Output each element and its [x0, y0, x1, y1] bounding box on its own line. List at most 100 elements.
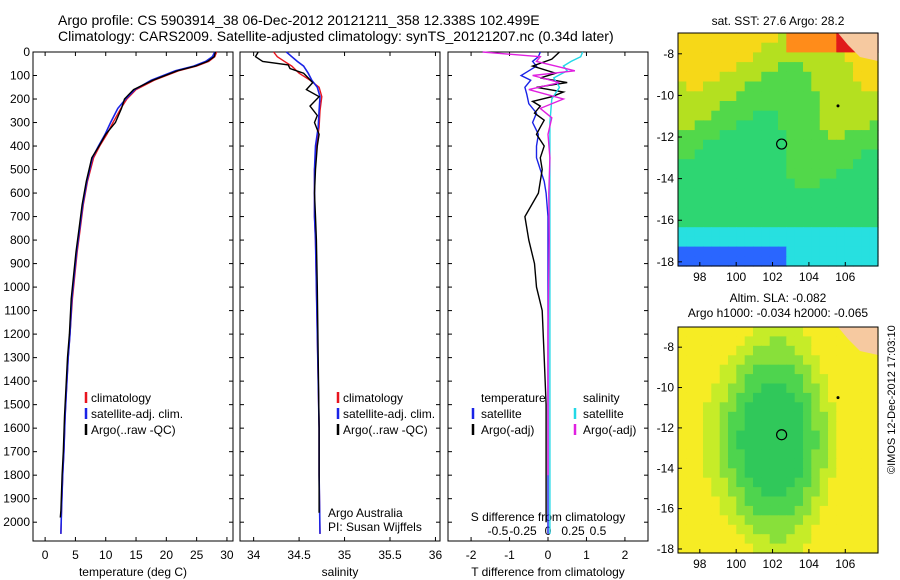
- x-tick-label: 100: [726, 557, 746, 571]
- map-cell: [861, 458, 871, 469]
- map-cell: [703, 327, 712, 337]
- map-cell: [794, 374, 804, 385]
- map-cell: [753, 449, 762, 460]
- map-cell: [769, 496, 779, 507]
- map-cell: [703, 91, 712, 102]
- map-cell: [686, 227, 696, 238]
- map-cell: [744, 411, 754, 422]
- map-cell: [803, 364, 812, 375]
- map-cell: [869, 355, 879, 366]
- legend-header: temperature: [481, 391, 546, 405]
- map-cell: [769, 149, 779, 160]
- map-cell: [744, 149, 754, 160]
- map-cell: [778, 42, 787, 53]
- map-cell: [853, 364, 862, 375]
- map-cell: [844, 149, 854, 160]
- map-cell: [678, 52, 687, 63]
- map-cell: [836, 256, 846, 267]
- map-cell: [811, 159, 821, 170]
- map-cell: [686, 383, 696, 394]
- map-cell: [828, 188, 837, 199]
- map-cell: [786, 543, 796, 554]
- map-cell: [753, 411, 762, 422]
- map-cell: [769, 101, 779, 112]
- map-cell: [711, 101, 721, 112]
- y-tick-label: -8: [663, 340, 674, 354]
- map-cell: [836, 130, 846, 141]
- map-cell: [761, 515, 771, 526]
- map-cell: [786, 468, 796, 479]
- panel-frame: [32, 51, 234, 542]
- map-cell: [861, 383, 871, 394]
- map-cell: [753, 101, 762, 112]
- map-cell: [778, 392, 787, 403]
- map-cell: [836, 355, 846, 366]
- map-cell: [836, 515, 846, 526]
- x-tick-label: 15: [129, 548, 143, 562]
- map-cell: [711, 188, 721, 199]
- legend-label: satellite-adj. clim.: [343, 407, 435, 421]
- map-cell: [811, 468, 821, 479]
- map-cell: [819, 383, 829, 394]
- map-cell: [803, 236, 812, 248]
- map-cell: [836, 149, 846, 160]
- map-cell: [711, 515, 721, 526]
- land-patch: [838, 33, 878, 61]
- map-cell: [811, 130, 821, 141]
- map-cell: [703, 52, 712, 63]
- map-cell: [703, 411, 712, 422]
- map-cell: [803, 246, 812, 257]
- map-cell: [694, 101, 704, 112]
- map-cell: [803, 345, 812, 356]
- map-cell: [678, 524, 687, 535]
- map-cell: [853, 440, 862, 450]
- map-cell: [869, 110, 879, 121]
- map-cell: [819, 81, 829, 92]
- map-cell: [844, 198, 854, 209]
- map-cell: [694, 207, 704, 219]
- map-cell: [794, 217, 804, 228]
- x-tick-label: 0: [42, 548, 49, 562]
- map-cell: [736, 402, 746, 413]
- map-cell: [719, 440, 729, 450]
- map-cell: [703, 440, 712, 450]
- map-cell: [811, 227, 821, 238]
- map-cell: [819, 236, 829, 248]
- map-cell: [753, 168, 762, 180]
- map-cell: [811, 374, 821, 385]
- map-cell: [811, 449, 821, 460]
- map-cell: [728, 505, 737, 516]
- map-cell: [778, 430, 787, 441]
- map-cell: [778, 327, 787, 337]
- x-tick-label: 100: [726, 270, 746, 284]
- map-cell: [844, 227, 854, 238]
- map-cell: [694, 198, 704, 209]
- map-cell: [844, 402, 854, 413]
- map-cell: [811, 256, 821, 267]
- map-cell: [819, 487, 829, 498]
- x-axis-label: temperature (deg C): [79, 565, 187, 579]
- map-cell: [869, 392, 879, 403]
- map-cell: [778, 110, 787, 121]
- map-cell: [803, 130, 812, 141]
- map-cell: [844, 120, 854, 131]
- map-cell: [778, 374, 787, 385]
- y-tick-label: 900: [10, 257, 30, 271]
- map-cell: [819, 256, 829, 267]
- map-cell: [686, 110, 696, 121]
- map-cell: [861, 149, 871, 160]
- map-cell: [744, 178, 754, 189]
- map-cell: [861, 236, 871, 248]
- map-cell: [844, 355, 854, 366]
- map-cell: [861, 392, 871, 403]
- map-cell: [811, 345, 821, 356]
- map-cell: [778, 139, 787, 151]
- map-cell: [719, 110, 729, 121]
- map-cell: [728, 355, 737, 366]
- map-cell: [803, 487, 812, 498]
- y-tick-label: 1800: [3, 468, 30, 482]
- map-cell: [828, 256, 837, 267]
- map-cell: [828, 62, 837, 73]
- map-cell: [844, 81, 854, 92]
- map-cell: [694, 515, 704, 526]
